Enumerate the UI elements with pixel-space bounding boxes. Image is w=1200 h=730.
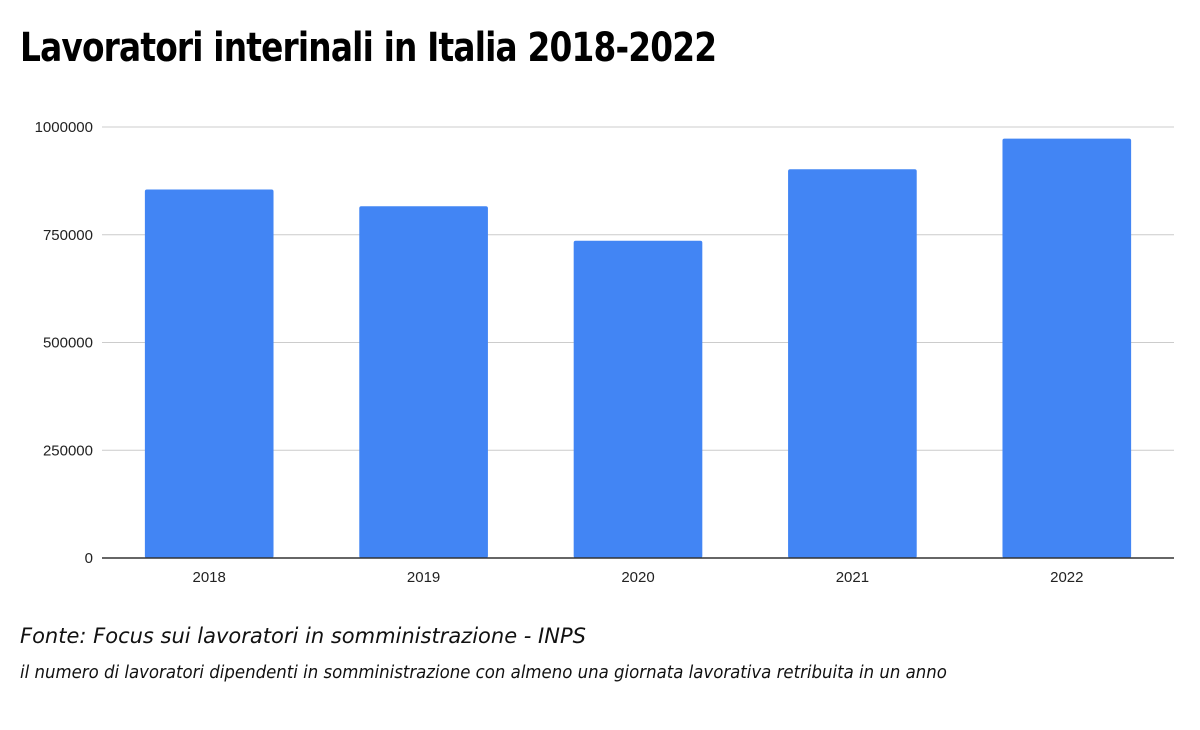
bar-2018[interactable]: [144, 189, 274, 558]
chart-title: Lavoratori interinali in Italia 2018-202…: [20, 25, 717, 71]
source-caption: Fonte: Focus sui lavoratori in somminist…: [20, 624, 586, 648]
y-tick-label: 0: [85, 550, 93, 567]
bar-2019[interactable]: [359, 206, 488, 558]
y-tick-label: 750000: [43, 227, 93, 244]
x-tick-label: 2018: [193, 569, 226, 586]
x-tick-label: 2019: [407, 569, 440, 586]
bar-2021[interactable]: [788, 169, 917, 558]
x-axis-tick-labels: 2018 2019 2020 2021 2022: [193, 569, 1084, 586]
y-axis-tick-labels: 0 250000 500000 750000 1000000: [35, 119, 93, 567]
y-tick-label: 250000: [43, 442, 93, 459]
y-tick-label: 1000000: [35, 119, 93, 136]
y-tick-label: 500000: [43, 335, 93, 352]
x-tick-label: 2022: [1050, 569, 1083, 586]
x-tick-label: 2021: [836, 569, 869, 586]
bar-2022[interactable]: [1002, 138, 1132, 558]
bars: [144, 138, 1132, 558]
bar-2020[interactable]: [573, 240, 703, 558]
note-caption: il numero di lavoratori dipendenti in so…: [20, 662, 947, 683]
x-tick-label: 2020: [621, 569, 654, 586]
